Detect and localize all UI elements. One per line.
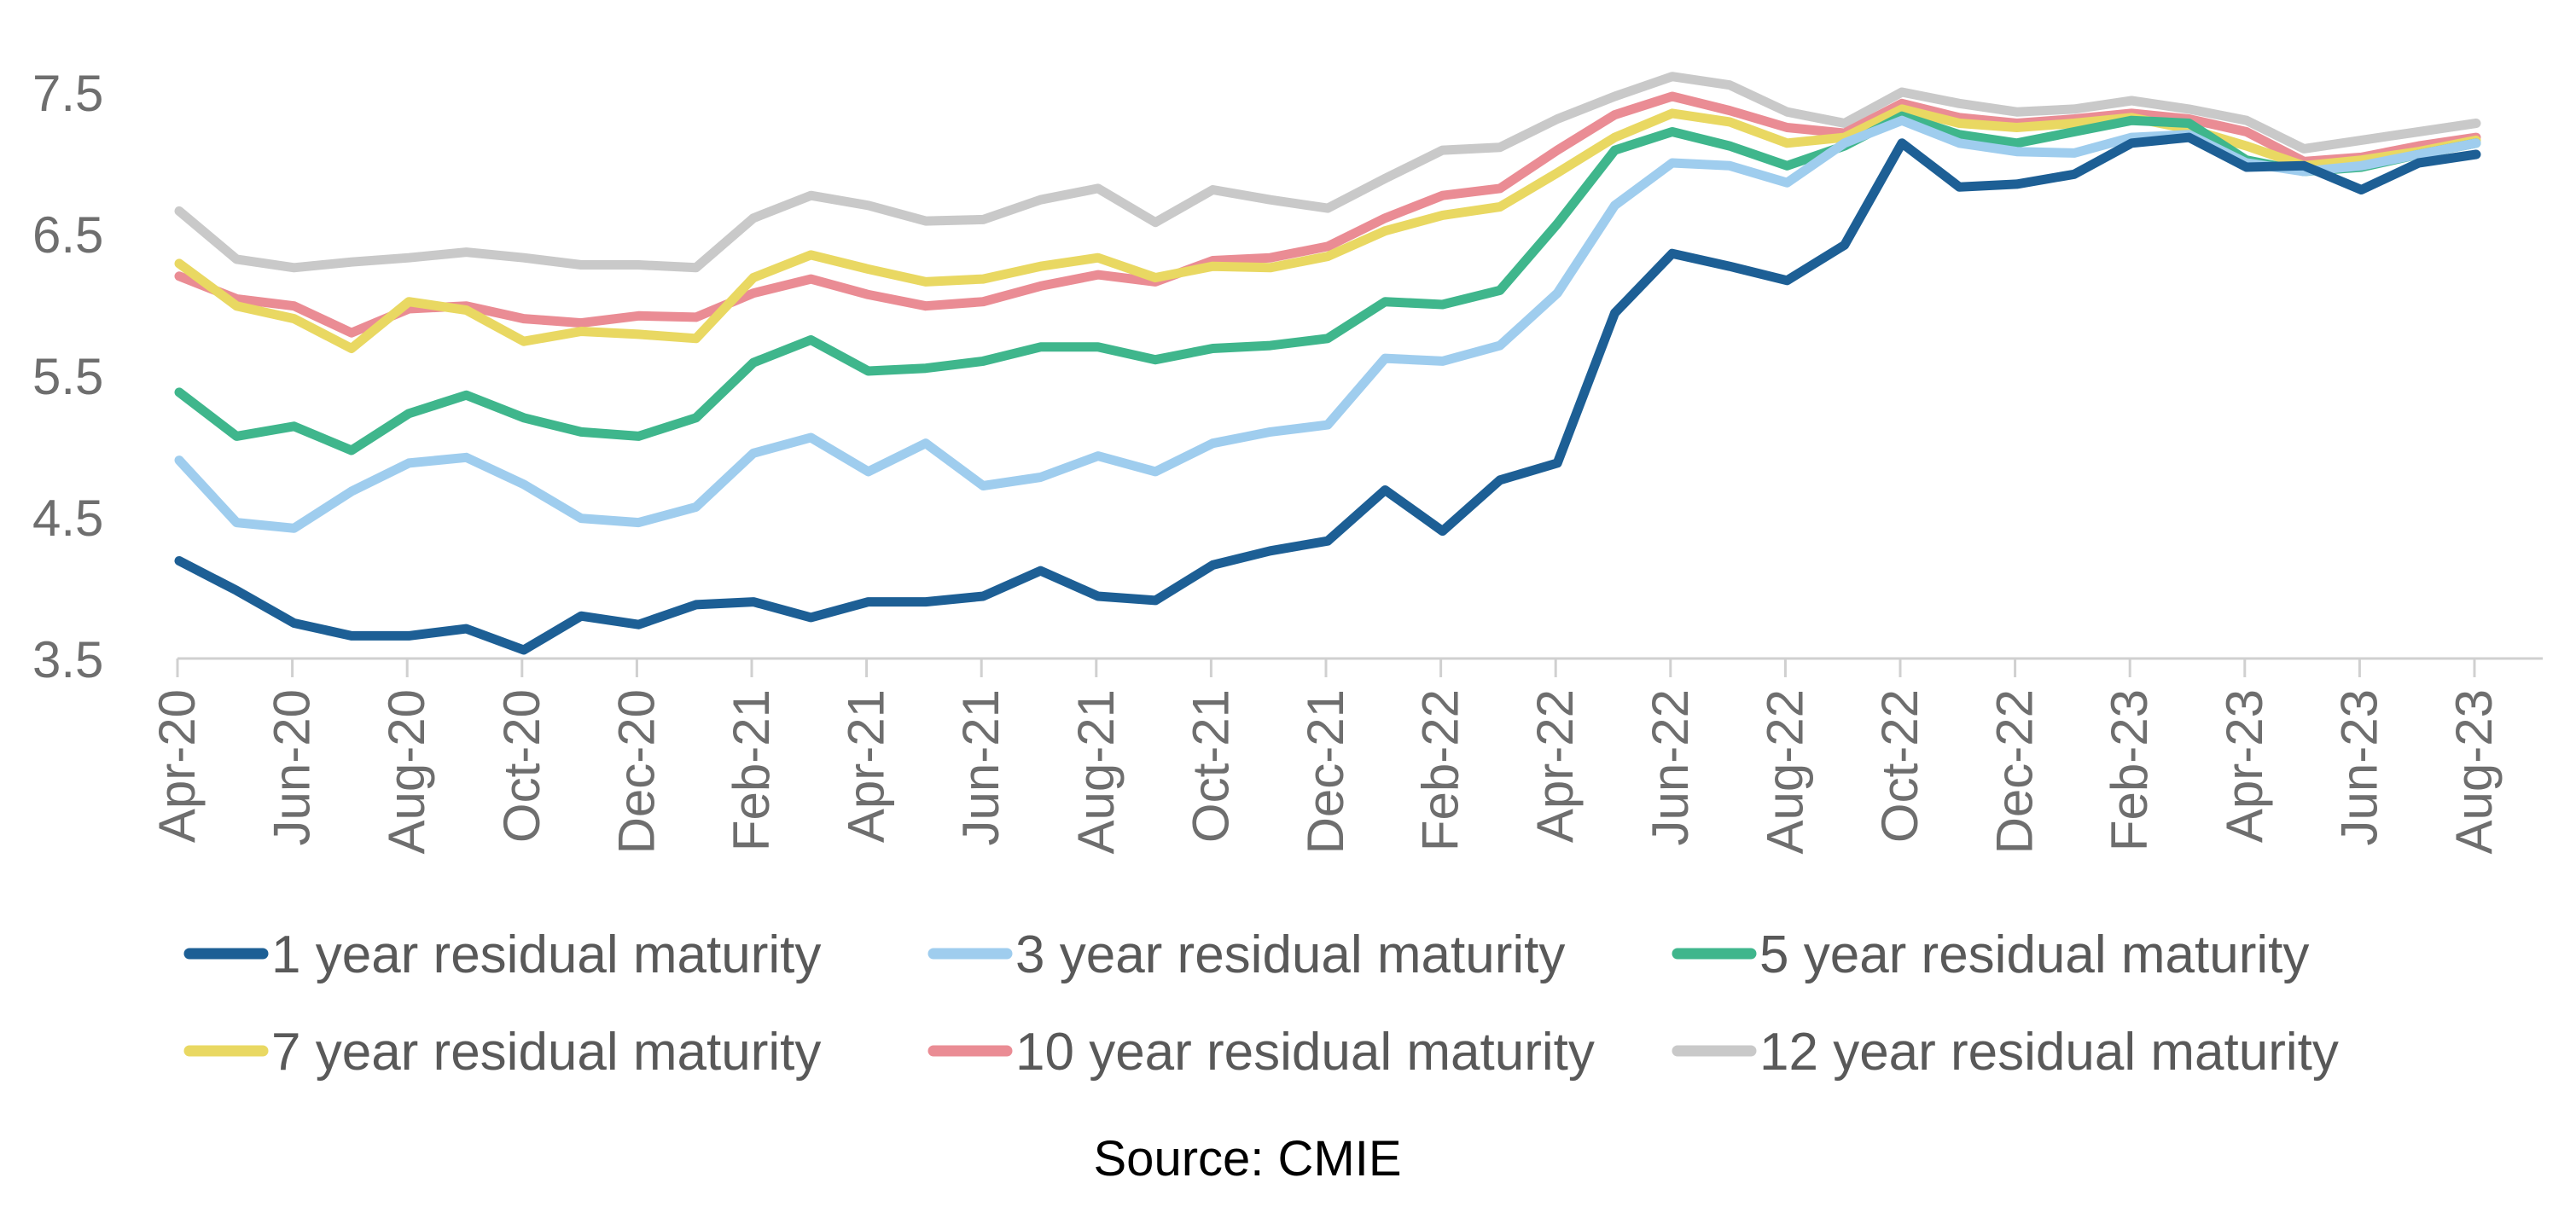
x-tick-label: Oct-20	[493, 689, 550, 843]
y-tick-label: 3.5	[32, 631, 103, 688]
legend-item-12-year: 12 year residual maturity	[1672, 1023, 2339, 1082]
x-tick-label: Dec-20	[608, 689, 665, 854]
x-tick-label: Feb-22	[1412, 689, 1469, 851]
x-tick-label: Jun-21	[952, 689, 1009, 845]
legend: 1 year residual maturity 3 year residual …	[183, 925, 2339, 1082]
series-line-12-year	[174, 72, 2481, 273]
x-tick-label: Apr-23	[2216, 689, 2273, 843]
source-label: Source: CMIE	[1094, 1131, 1402, 1186]
x-tick-label: Oct-21	[1182, 689, 1239, 843]
legend-label: 10 year residual maturity	[1015, 1023, 1595, 1082]
series-line-10-year	[174, 91, 2481, 338]
legend-item-1-year: 1 year residual maturity	[183, 925, 821, 984]
series-line-3-year	[174, 115, 2481, 533]
legend-label: 1 year residual maturity	[271, 925, 821, 984]
x-tick-label: Apr-20	[148, 689, 206, 843]
series-layer	[174, 72, 2481, 655]
x-tick-label: Apr-22	[1526, 689, 1584, 843]
x-tick-label: Aug-21	[1067, 689, 1125, 854]
x-tick-label: Jun-20	[264, 689, 321, 845]
x-tick-label: Feb-21	[723, 689, 780, 851]
x-tick-label: Apr-21	[838, 689, 895, 843]
y-tick-label: 7.5	[32, 65, 103, 122]
legend-item-10-year: 10 year residual maturity	[927, 1023, 1595, 1082]
series-line-5-year	[174, 111, 2481, 455]
legend-item-7-year: 7 year residual maturity	[183, 1023, 821, 1082]
x-tick-label: Dec-21	[1297, 689, 1354, 854]
legend-item-3-year: 3 year residual maturity	[927, 925, 1565, 984]
legend-label: 3 year residual maturity	[1015, 925, 1565, 984]
legend-label: 5 year residual maturity	[1759, 925, 2309, 984]
series-line-1-year	[174, 132, 2481, 655]
x-tick-label: Aug-23	[2445, 689, 2503, 854]
y-tick-label: 5.5	[32, 348, 103, 405]
series-line-7-year	[174, 104, 2481, 353]
x-tick-label: Aug-22	[1756, 689, 1813, 854]
axis-layer: 7.5 6.5 5.5 4.5 3.5 Apr-20 Jun-20 Aug-20 Oct-20 D…	[32, 65, 2543, 854]
legend-label: 12 year residual maturity	[1759, 1023, 2339, 1082]
x-tick-label: Dec-22	[1986, 689, 2044, 854]
x-tick-label: Jun-23	[2330, 689, 2387, 845]
legend-label: 7 year residual maturity	[271, 1023, 821, 1082]
x-tick-label: Aug-20	[378, 689, 435, 854]
legend-item-5-year: 5 year residual maturity	[1672, 925, 2309, 984]
y-tick-label: 4.5	[32, 490, 103, 547]
x-tick-label: Feb-23	[2101, 689, 2158, 851]
y-tick-label: 6.5	[32, 206, 103, 264]
x-tick-label: Jun-22	[1642, 689, 1699, 845]
x-tick-label: Oct-22	[1871, 689, 1928, 843]
